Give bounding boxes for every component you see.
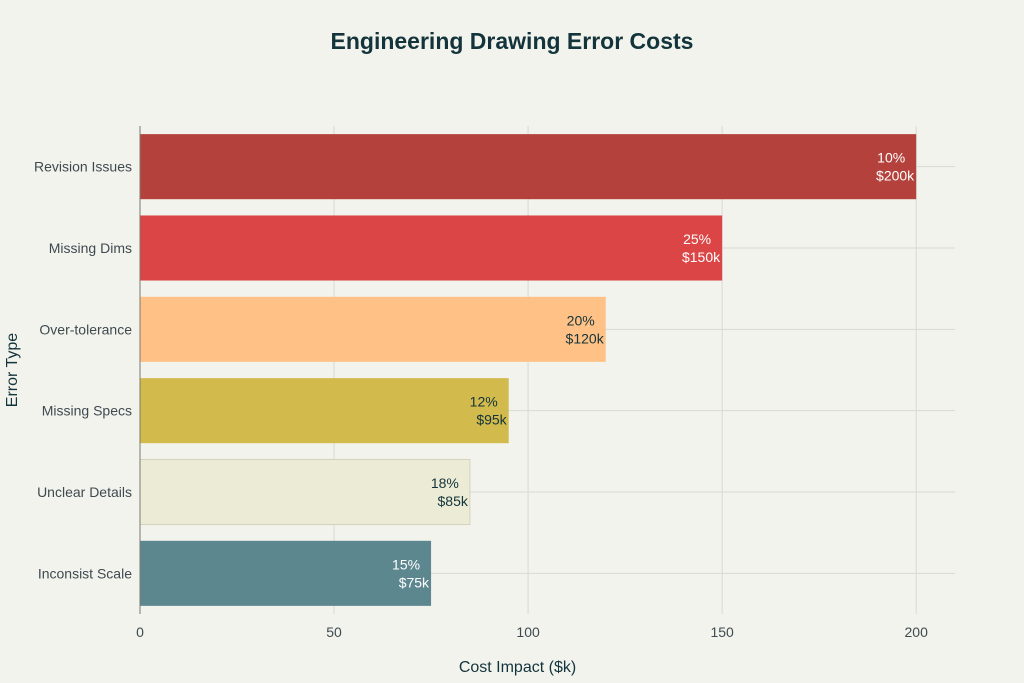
bar-value-label: $75k xyxy=(399,574,430,590)
bar-percent-label: 20% xyxy=(567,312,595,328)
bar xyxy=(140,215,723,281)
bar-value-label: $200k xyxy=(876,168,915,184)
bar-percent-label: 18% xyxy=(431,475,459,491)
bar-percent-label: 15% xyxy=(392,556,420,572)
x-axis-title: Cost Impact ($k) xyxy=(459,659,576,676)
bar xyxy=(140,540,432,606)
category-label: Over-tolerance xyxy=(39,321,132,337)
bar xyxy=(140,296,606,362)
bar-value-label: $150k xyxy=(682,249,721,265)
y-axis-title: Error Type xyxy=(4,333,21,408)
x-tick-label: 150 xyxy=(710,624,734,640)
bar-value-label: $120k xyxy=(566,330,605,346)
x-tick-label: 0 xyxy=(136,624,144,640)
chart-title: Engineering Drawing Error Costs xyxy=(330,28,694,54)
bar xyxy=(139,458,471,526)
bar-percent-label: 12% xyxy=(470,394,498,410)
bars xyxy=(139,134,917,606)
bar xyxy=(140,134,917,200)
bar-percent-label: 25% xyxy=(683,231,711,247)
y-axis-labels: Revision Issues Missing Dims Over-toleranc… xyxy=(34,159,132,582)
category-label: Missing Dims xyxy=(49,240,132,256)
bar-value-labels: 10% $200k 25% $150k 20% $120k 12% $95k 18% $85k 15… xyxy=(392,150,915,591)
x-axis-ticks: 0 50 100 150 200 xyxy=(136,624,928,640)
bar-value-label: $85k xyxy=(438,493,469,509)
bar-value-label: $95k xyxy=(476,412,507,428)
x-tick-label: 50 xyxy=(326,624,342,640)
category-label: Missing Specs xyxy=(42,403,132,419)
x-tick-label: 200 xyxy=(905,624,929,640)
bar-percent-label: 10% xyxy=(877,150,905,166)
category-label: Inconsist Scale xyxy=(38,565,132,581)
category-label: Unclear Details xyxy=(37,484,132,500)
bar xyxy=(140,378,509,444)
category-label: Revision Issues xyxy=(34,159,132,175)
x-tick-label: 100 xyxy=(516,624,540,640)
